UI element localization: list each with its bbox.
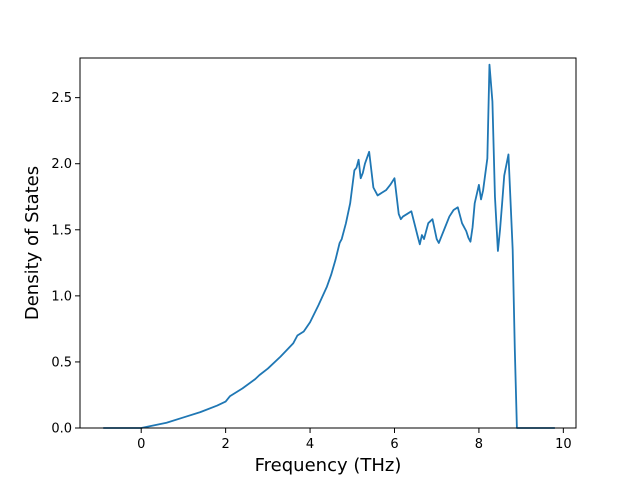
y-tick-label: 1.0: [51, 289, 72, 304]
x-tick-label: 4: [306, 437, 314, 452]
plot-layer: [103, 63, 555, 429]
x-ticks: 0 2 4 6 8 10: [137, 428, 572, 452]
y-tick-label: 2.0: [51, 157, 72, 172]
x-tick-label: 6: [390, 437, 398, 452]
x-tick-label: 2: [221, 437, 229, 452]
y-axis-label: Density of States: [22, 166, 43, 320]
x-axis-label: Frequency (THz): [255, 455, 402, 476]
y-tick-label: 1.5: [51, 223, 72, 238]
plot-frame: [79, 57, 577, 429]
x-tick-label: 8: [475, 437, 483, 452]
series-line-0: [103, 63, 555, 429]
x-tick-label: 10: [555, 437, 572, 452]
y-tick-label: 0.5: [51, 355, 72, 370]
y-tick-label: 0.0: [51, 422, 72, 437]
y-tick-label: 2.5: [51, 91, 72, 106]
y-ticks: 0.0 0.5 1.0 1.5 2.0 2.5: [51, 91, 80, 437]
x-tick-label: 0: [137, 437, 145, 452]
